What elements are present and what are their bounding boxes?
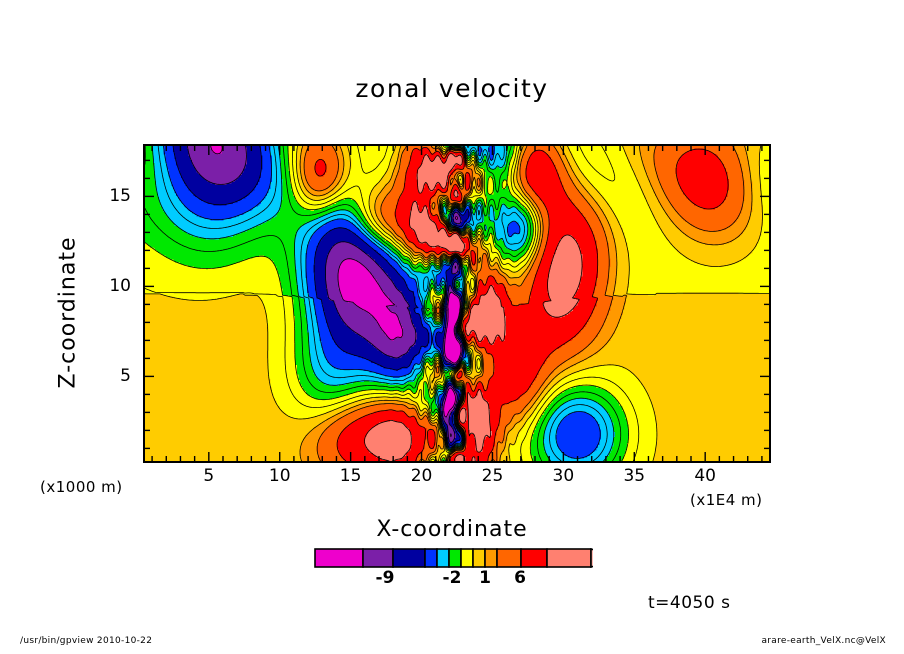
y-tick-label: 10 bbox=[91, 276, 131, 296]
x-tick-label: 25 bbox=[472, 466, 512, 486]
colorbar-arrow bbox=[591, 549, 593, 567]
page-title: zonal velocity bbox=[0, 74, 904, 103]
colorbar-tick-label: -9 bbox=[365, 568, 405, 588]
contour-plot-panel bbox=[143, 144, 771, 463]
y-axis-unit: (x1000 m) bbox=[40, 478, 123, 496]
colorbar-tick-label: 6 bbox=[500, 568, 540, 588]
x-tick-label: 15 bbox=[331, 466, 371, 486]
y-axis-label: Z-coordinate bbox=[56, 203, 81, 423]
colorbar-segment bbox=[461, 549, 473, 567]
colorbar-segment bbox=[547, 549, 591, 567]
x-tick-label: 20 bbox=[402, 466, 442, 486]
colorbar-segment bbox=[521, 549, 547, 567]
x-axis-unit: (x1E4 m) bbox=[690, 491, 763, 509]
y-tick-label: 5 bbox=[91, 366, 131, 386]
colorbar-segment bbox=[393, 549, 425, 567]
x-tick-label: 40 bbox=[685, 466, 725, 486]
footer-right: arare-earth_VelX.nc@VelX bbox=[761, 636, 886, 646]
colorbar-tick-label: 1 bbox=[465, 568, 505, 588]
x-tick-label: 5 bbox=[189, 466, 229, 486]
colorbar-segment bbox=[363, 549, 393, 567]
colorbar-segment bbox=[437, 549, 449, 567]
colorbar-segment bbox=[425, 549, 437, 567]
contour-field bbox=[145, 146, 769, 461]
y-tick-label: 15 bbox=[91, 186, 131, 206]
x-tick-label: 10 bbox=[260, 466, 300, 486]
x-tick-label: 35 bbox=[614, 466, 654, 486]
colorbar-segment bbox=[497, 549, 521, 567]
colorbar bbox=[313, 546, 593, 570]
x-tick-label: 30 bbox=[543, 466, 583, 486]
x-axis-label: X-coordinate bbox=[0, 517, 904, 542]
colorbar-segment bbox=[449, 549, 461, 567]
colorbar-segment bbox=[485, 549, 497, 567]
footer-left: /usr/bin/gpview 2010-10-22 bbox=[20, 636, 152, 646]
colorbar-segment bbox=[473, 549, 485, 567]
colorbar-segment bbox=[315, 549, 363, 567]
time-annotation: t=4050 s bbox=[648, 593, 730, 613]
